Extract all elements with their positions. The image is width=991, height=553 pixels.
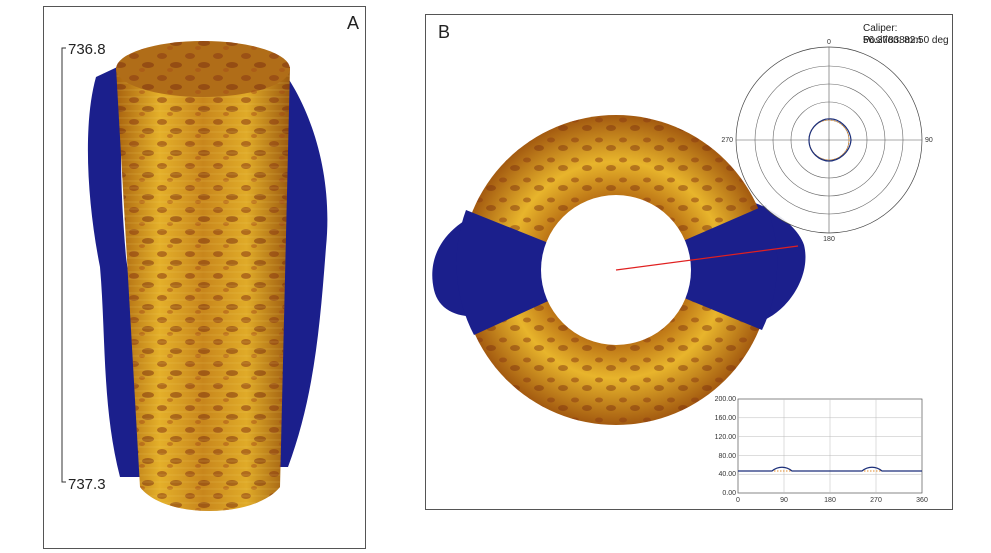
x-tick-label: 180 — [824, 497, 836, 504]
caliper-radial-line — [615, 245, 799, 271]
x-tick-label: 270 — [870, 497, 882, 504]
y-tick-label: 0.00 — [722, 490, 736, 497]
borehole-rings — [116, 67, 290, 511]
breakout-right — [256, 62, 328, 467]
polar-label-270: 270 — [721, 137, 733, 144]
depth-top-label: 736.8 — [68, 41, 106, 58]
borehole-3d-view — [61, 41, 328, 511]
depth-bottom-label: 737.3 — [68, 476, 106, 493]
y-tick-label: 40.00 — [718, 471, 736, 478]
y-tick-label: 120.00 — [715, 434, 737, 441]
y-tick-label: 80.00 — [718, 453, 736, 460]
panel-a-label: A — [347, 13, 360, 33]
polar-label-90: 90 — [925, 137, 933, 144]
polar-label-0: 0 — [827, 39, 831, 46]
polar-label-180: 180 — [823, 236, 835, 243]
panel-a: A 736.8 737.3 — [43, 6, 366, 549]
breakout-sector-right — [616, 205, 778, 330]
panel-b-label: B — [438, 22, 451, 42]
polar-plot: 0 90 180 270 — [721, 39, 933, 243]
borehole-top-texture — [116, 41, 290, 97]
caliper-readout: Caliper: 56.37838mm — [863, 23, 922, 46]
x-tick-label: 0 — [736, 497, 740, 504]
panel-b: B Caliper: 56.37838mm Position: 82.50 de… — [425, 14, 953, 510]
x-tick-label: 360 — [916, 497, 928, 504]
breakout-sector-left — [456, 210, 616, 335]
radius-profile-chart: 200.00 160.00 120.00 80.00 40.00 0.00 0 … — [715, 396, 928, 504]
x-tick-label: 90 — [780, 497, 788, 504]
position-readout: Position: 82.50 deg — [863, 35, 949, 46]
depth-bracket — [61, 47, 66, 483]
y-tick-label: 200.00 — [715, 396, 737, 403]
y-tick-label: 160.00 — [715, 415, 737, 422]
borehole-cross-section: 0 90 180 270 200.00 160.00 120.00 80.00 — [432, 39, 933, 504]
